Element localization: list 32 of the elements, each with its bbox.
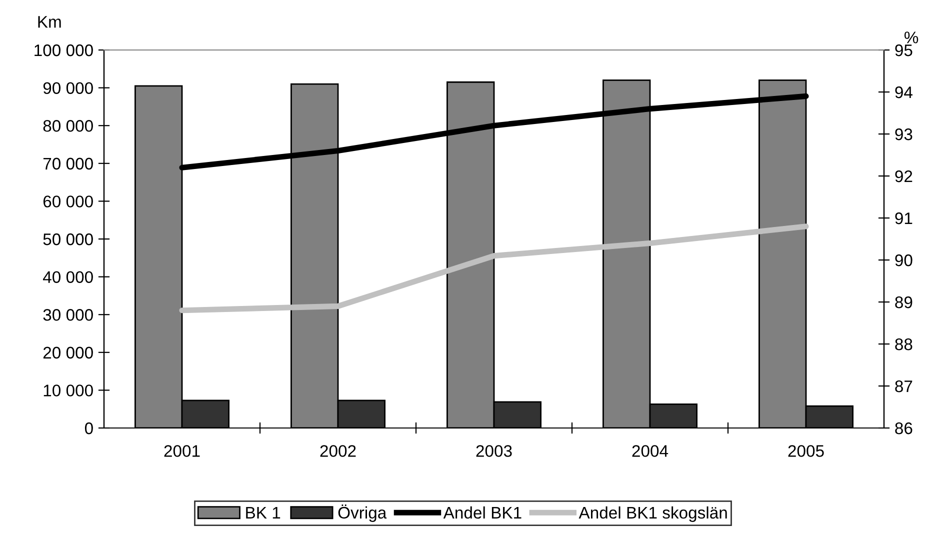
legend-label: Andel BK1 skogslän (578, 506, 727, 522)
y-tick-label: 40 000 (42, 271, 93, 284)
y-tick-label: 90 000 (43, 82, 93, 94)
y-tick-label: 10 000 (44, 384, 93, 396)
y-axis-title: Km (38, 16, 61, 28)
y2-tick-label: 87 (895, 380, 912, 392)
y2-tick-label: 94 (895, 86, 912, 98)
y2-tick-label: 88 (895, 338, 912, 350)
y2-tick-label: 92 (895, 170, 912, 182)
y-tick-label: 50 000 (43, 233, 93, 246)
y2-tick-label: 86 (895, 422, 912, 434)
y-tick-label: 70 000 (43, 158, 93, 170)
y2-tick-label: 95 (895, 44, 912, 56)
legend-label: BK 1 (246, 507, 280, 518)
y-tick-label: 80 000 (43, 120, 93, 132)
y-tick-label: 20 000 (43, 346, 93, 359)
y2-axis-title: % (904, 32, 918, 44)
legend-label: Andel BK1 (443, 506, 522, 519)
y2-tick-label: 90 (895, 254, 912, 266)
legend-label: Övriga (338, 504, 387, 522)
x-tick-label: 2001 (164, 445, 200, 457)
x-tick-label: 2004 (632, 445, 668, 457)
x-tick-label: 2003 (476, 445, 512, 457)
y-tick-label: 100 000 (34, 44, 93, 56)
y2-tick-label: 91 (895, 212, 912, 224)
y-tick-label: 0 (84, 422, 93, 434)
y-tick-label: 60 000 (43, 196, 93, 208)
x-tick-label: 2005 (788, 445, 824, 457)
x-tick-label: 2002 (320, 445, 356, 457)
y2-tick-label: 93 (895, 128, 912, 140)
y-tick-label: 30 000 (43, 309, 93, 321)
y2-tick-label: 89 (895, 296, 912, 308)
